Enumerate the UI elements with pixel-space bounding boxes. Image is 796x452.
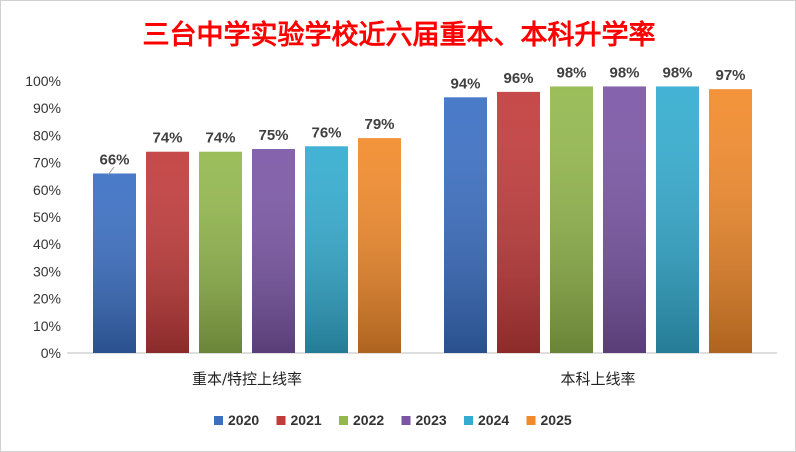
data-label: 76% <box>311 124 341 141</box>
data-label: 96% <box>503 70 533 87</box>
bar-shade <box>305 146 348 353</box>
legend-label-2022: 2022 <box>353 412 384 428</box>
legend-label-2021: 2021 <box>291 412 322 428</box>
data-label: 74% <box>152 130 182 147</box>
data-label: 98% <box>609 64 639 81</box>
category-label: 重本/特控上线率 <box>192 370 302 388</box>
legend-swatch <box>401 416 411 425</box>
data-label: 97% <box>715 67 745 84</box>
legend-label-2025: 2025 <box>541 412 572 428</box>
legend-swatch <box>339 416 348 425</box>
bar-shade <box>199 151 242 353</box>
y-tick-label: 80% <box>33 127 61 143</box>
y-tick-label: 10% <box>33 318 61 334</box>
legend-label-2024: 2024 <box>478 412 509 428</box>
bar-shade <box>93 173 136 353</box>
y-tick-label: 90% <box>33 100 61 116</box>
data-label: 66% <box>99 151 129 168</box>
data-label: 98% <box>662 64 692 81</box>
y-tick-label: 60% <box>33 182 61 198</box>
label-leader-line <box>107 166 115 176</box>
bar-shade <box>444 97 487 353</box>
legend-label-2023: 2023 <box>416 412 447 428</box>
legend-swatch <box>214 416 223 425</box>
y-tick-label: 50% <box>33 209 61 225</box>
data-label: 79% <box>364 116 394 133</box>
category-label: 本科上线率 <box>560 370 635 388</box>
y-tick-label: 20% <box>33 291 61 307</box>
y-tick-label: 0% <box>41 345 61 361</box>
bar-shade <box>603 86 646 353</box>
legend-swatch <box>464 416 473 425</box>
bar-shade <box>497 91 540 353</box>
legend-label-2020: 2020 <box>228 412 259 428</box>
bar-shade <box>656 86 699 353</box>
data-label: 75% <box>258 127 288 144</box>
bar-shade <box>709 89 752 353</box>
data-label: 98% <box>556 64 586 81</box>
legend-swatch <box>276 416 286 425</box>
bar-shade <box>252 149 295 353</box>
bar-shade <box>550 86 593 353</box>
bar-shade <box>146 151 189 353</box>
y-tick-label: 70% <box>33 155 61 171</box>
chart-title: 三台中学实验学校近六届重本、本科升学率 <box>142 20 656 51</box>
y-tick-label: 40% <box>33 236 61 252</box>
data-label: 94% <box>450 75 480 92</box>
data-label: 74% <box>205 130 235 147</box>
bar-shade <box>358 138 401 353</box>
y-tick-label: 30% <box>33 263 61 279</box>
y-tick-label: 100% <box>25 73 61 89</box>
legend-swatch <box>526 416 536 425</box>
